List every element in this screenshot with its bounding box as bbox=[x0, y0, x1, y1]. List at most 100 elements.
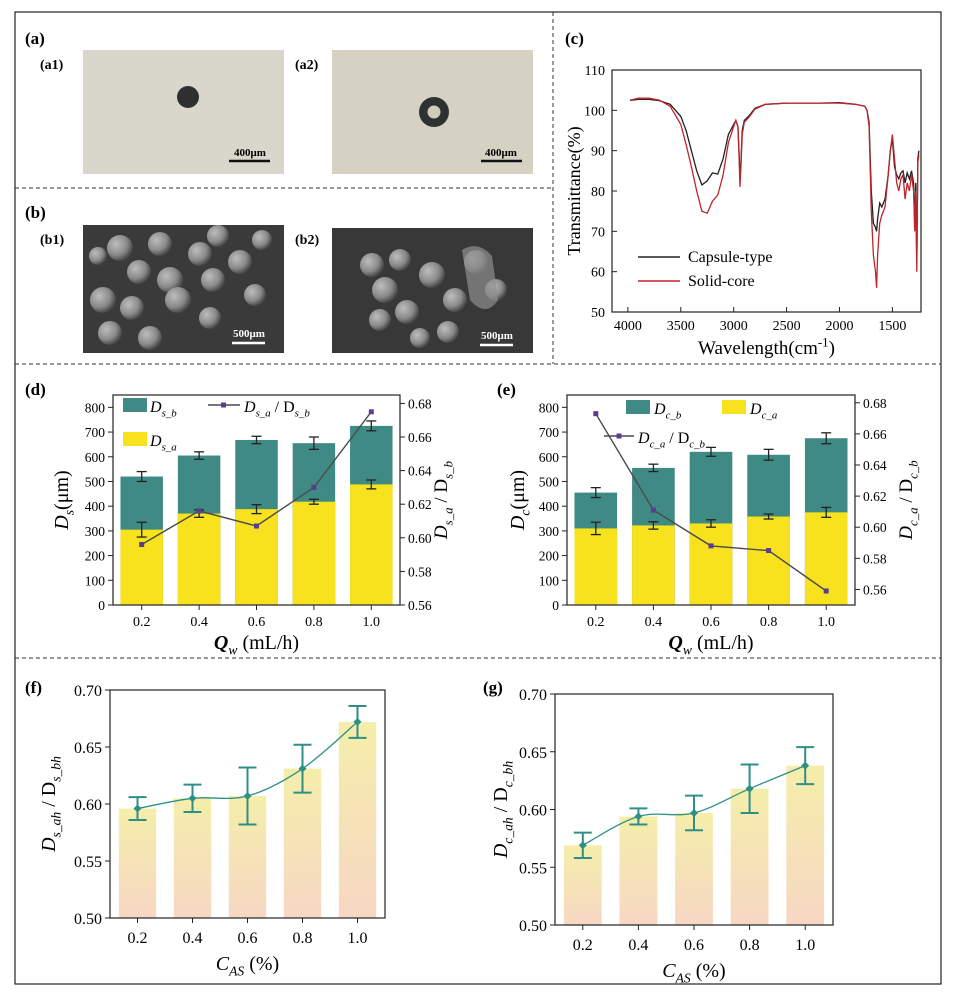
sem-sphere bbox=[107, 235, 133, 261]
y-tick-label: 400 bbox=[85, 499, 106, 514]
x-tick-label: 1.0 bbox=[795, 937, 815, 954]
sem-sphere bbox=[98, 321, 122, 345]
series-line bbox=[629, 97, 920, 288]
optical-image-a1 bbox=[83, 50, 284, 174]
y-axis-label: Dc_ah / Dc_bh bbox=[490, 761, 516, 860]
sem-sphere bbox=[252, 230, 272, 250]
sem-sphere bbox=[360, 253, 384, 277]
bar bbox=[338, 721, 377, 918]
sem-sphere bbox=[148, 232, 172, 256]
scale-label-b2: 500μm bbox=[481, 330, 513, 342]
y-tick-label: 100 bbox=[584, 104, 605, 119]
y-tick-label: 0 bbox=[552, 598, 559, 613]
scale-label-b1: 500μm bbox=[233, 328, 265, 340]
bar-inner bbox=[120, 529, 163, 605]
x-tick-label: 0.2 bbox=[128, 930, 148, 947]
sem-sphere bbox=[395, 300, 419, 324]
y2-tick-label: 0.64 bbox=[863, 458, 887, 473]
legend-label: Dc_a / Dc_b bbox=[637, 430, 706, 450]
data-point bbox=[133, 804, 142, 813]
x-tick-label: 0.4 bbox=[183, 930, 203, 947]
x-axis-label: Wavelength(cm-1) bbox=[698, 334, 835, 359]
bar-inner bbox=[292, 501, 336, 605]
legend-swatch bbox=[626, 400, 650, 414]
x-tick-label: 1500 bbox=[878, 319, 906, 334]
bar-inner bbox=[689, 523, 733, 605]
y2-tick-label: 0.56 bbox=[408, 598, 432, 613]
y2-tick-label: 0.58 bbox=[408, 564, 432, 579]
y2-tick-label: 0.62 bbox=[863, 489, 887, 504]
sem-sphere bbox=[244, 284, 266, 306]
x-tick-label: 1.0 bbox=[817, 615, 835, 630]
data-point bbox=[188, 794, 197, 803]
y2-tick-label: 0.56 bbox=[863, 582, 887, 597]
ratio-point bbox=[593, 411, 599, 417]
y-tick-label: 0.60 bbox=[74, 797, 102, 814]
chart-shell-diameter: 0 100 200 300 400 500 600 700 800 0.56 0.58 0.60 0.6… bbox=[51, 394, 455, 658]
x-tick-label: 0.2 bbox=[587, 615, 605, 630]
bar-inner bbox=[574, 528, 618, 605]
sem-sphere bbox=[443, 288, 467, 312]
data-point bbox=[745, 784, 754, 793]
y2-tick-label: 0.68 bbox=[863, 396, 887, 411]
figure-frame bbox=[14, 11, 942, 985]
legend-label: Ds_b bbox=[149, 399, 177, 419]
ratio-point bbox=[368, 409, 374, 415]
x-tick-label: 4000 bbox=[614, 319, 642, 334]
x-tick-label: 0.8 bbox=[740, 937, 760, 954]
ratio-point bbox=[311, 484, 317, 490]
data-point bbox=[578, 841, 587, 850]
x-tick-label: 0.6 bbox=[702, 615, 720, 630]
x-tick-label: 3500 bbox=[667, 319, 695, 334]
x-tick-label: 0.4 bbox=[628, 937, 648, 954]
y-tick-label: 300 bbox=[539, 524, 560, 539]
y-tick-label: 110 bbox=[585, 64, 605, 79]
panel-label-a2: (a2) bbox=[295, 58, 319, 73]
y-axis-label: Ds_ah / Ds_bh bbox=[38, 756, 64, 853]
y-tick-label: 0.55 bbox=[519, 860, 547, 877]
y-tick-label: 0.70 bbox=[74, 683, 102, 700]
x-axis-label: Qw (mL/h) bbox=[214, 632, 299, 658]
panel-label-a: (a) bbox=[25, 29, 45, 48]
y-tick-label: 60 bbox=[591, 266, 605, 281]
y2-tick-label: 0.68 bbox=[408, 396, 432, 411]
y-tick-label: 70 bbox=[591, 225, 605, 240]
y-tick-label: 800 bbox=[85, 400, 106, 415]
y-tick-label: 500 bbox=[539, 474, 560, 489]
legend-swatch bbox=[123, 398, 147, 412]
y-axis-label: Dc(μm) bbox=[507, 470, 533, 531]
x-tick-label: 1.0 bbox=[363, 615, 381, 630]
x-tick-label: 0.2 bbox=[573, 937, 593, 954]
chart-core-ratio: 0.50 0.55 0.60 0.65 0.70 0.2 0.4 0.6 0.8 1.0 Dc_ah… bbox=[490, 687, 834, 986]
data-point bbox=[298, 764, 307, 773]
legend-label: Ds_a / Ds_b bbox=[243, 399, 310, 419]
microcapsule-a1 bbox=[177, 86, 199, 108]
y2-tick-label: 0.64 bbox=[408, 464, 432, 479]
y-axis-label: Transmittance(%) bbox=[564, 126, 585, 255]
sem-spheres-b2 bbox=[360, 246, 507, 348]
ratio-point bbox=[254, 523, 259, 529]
data-point bbox=[690, 808, 698, 817]
legend-label: Capsule-type bbox=[688, 249, 772, 266]
ratio-point bbox=[766, 548, 772, 554]
sem-sphere bbox=[419, 262, 445, 288]
panel-label-b1: (b1) bbox=[40, 233, 64, 248]
panel-label-f: (f) bbox=[25, 678, 42, 697]
y2-axis-label: Ds_a / Ds_b bbox=[431, 460, 455, 540]
sem-sphere bbox=[207, 225, 229, 247]
y-tick-label: 0.55 bbox=[74, 854, 102, 871]
bar-inner bbox=[235, 509, 278, 605]
x-tick-label: 2000 bbox=[826, 319, 854, 334]
sem-spheres-b1 bbox=[89, 225, 272, 350]
legend-label: Ds_a bbox=[149, 433, 177, 453]
sem-shell-fragment bbox=[462, 246, 498, 309]
y-tick-label: 0.50 bbox=[74, 911, 102, 928]
panel-label-b: (b) bbox=[25, 203, 46, 222]
sem-sphere bbox=[410, 328, 430, 348]
y-tick-label: 80 bbox=[591, 185, 605, 200]
chart-shell-ratio: 0.50 0.55 0.60 0.65 0.70 0.2 0.4 0.6 0.8 1.0 Ds_ah… bbox=[38, 683, 386, 979]
panel-label-c: (c) bbox=[565, 29, 584, 48]
y-tick-label: 0.65 bbox=[519, 745, 547, 762]
legend-label: Dc_b bbox=[653, 401, 682, 421]
